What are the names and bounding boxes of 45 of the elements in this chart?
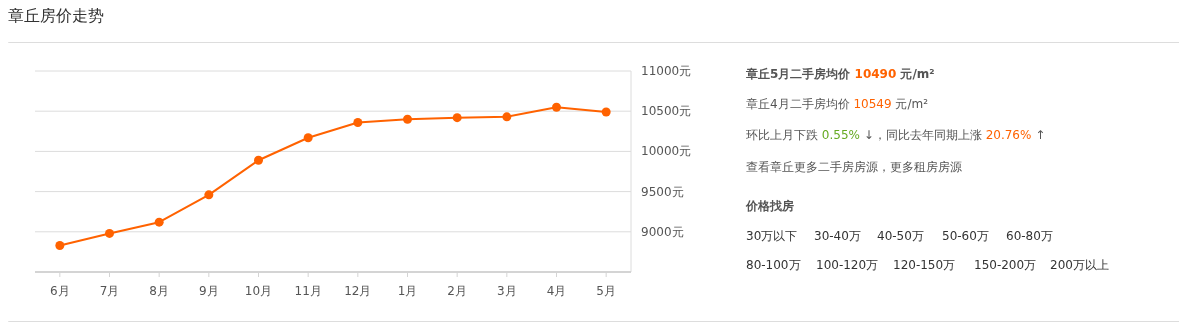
x-tick-label: 5月 (596, 284, 616, 298)
text: 150-200万 (974, 258, 1037, 272)
text: 80-100万 (746, 258, 801, 272)
text: 60-80万 (1006, 229, 1053, 243)
point (452, 113, 462, 123)
x-tick-label: 7月 (99, 284, 120, 298)
point (55, 240, 65, 250)
text: 价格找房 (745, 199, 794, 213)
point (204, 190, 214, 200)
point (303, 133, 313, 143)
point (502, 112, 512, 122)
y-tick-label: 9500元 (641, 184, 684, 199)
point (601, 107, 611, 117)
point (105, 228, 114, 238)
text: 40-50万 (877, 229, 924, 243)
point (254, 155, 263, 165)
x-tick-label: 9月 (199, 284, 219, 298)
x-tick-label: 2月 (447, 284, 467, 298)
point (353, 117, 363, 127)
point (154, 217, 164, 227)
y-tick-label: 10500元 (641, 104, 692, 119)
x-tick-label: 8月 (149, 284, 169, 298)
x-tick-label: 11月 (294, 284, 322, 298)
y-tick-label: 10000元 (641, 144, 692, 159)
x-tick-label: 10月 (244, 284, 273, 298)
x-tick-label: 12月 (344, 284, 372, 298)
text: 30万以下 (746, 229, 798, 243)
text: 30-40万 (814, 229, 861, 243)
x-tick-label: 6月 (50, 284, 70, 298)
text: 50-60万 (942, 229, 989, 243)
text: 环比上月下跌 0.55% ↓，同比去年同期上涨 20.76% ↑ (746, 128, 1046, 142)
text: 查看章丘更多二手房房源，更多租房房源 (746, 160, 962, 174)
point (552, 102, 561, 112)
text: 章丘5月二手房均价 10490 元/m² (745, 67, 935, 81)
y-tick-label: 11000元 (641, 64, 692, 78)
x-tick-label: 1月 (397, 284, 418, 298)
chart-title: 章丘房价走势 (8, 6, 104, 25)
x-tick-label: 4月 (546, 284, 567, 298)
text: 章丘4月二手房均价 10549 元/m² (746, 97, 929, 111)
x-tick-label: 3月 (497, 284, 517, 298)
y-tick-label: 9000元 (641, 224, 684, 239)
text: 100-120万 (816, 258, 879, 272)
text: 120-150万 (893, 258, 956, 272)
text: 200万以上 (1050, 258, 1109, 272)
point (403, 114, 412, 124)
